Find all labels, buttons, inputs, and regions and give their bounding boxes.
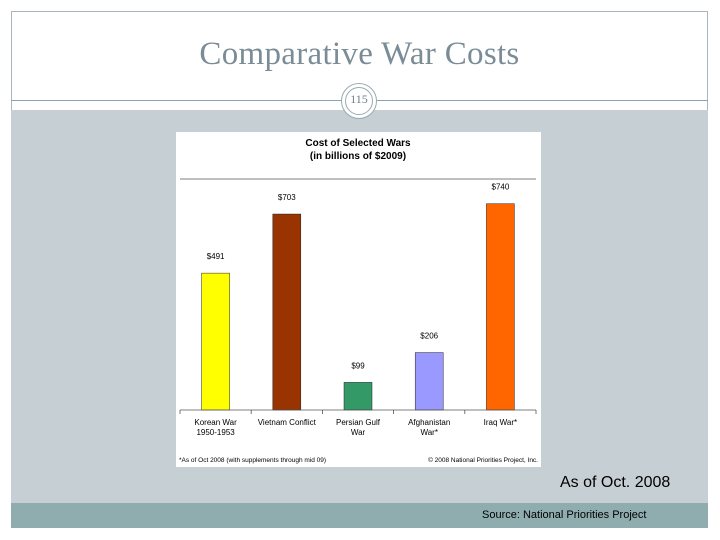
bar-5 [486,203,515,411]
bar-3 [343,382,373,411]
category-label: Korean War [194,418,237,427]
chart-title: Cost of Selected Wars [305,138,411,149]
category-label: 1950-1953 [196,428,235,437]
chart-canvas: Cost of Selected Wars (in billions of $2… [179,138,538,464]
slide-title: Comparative War Costs [199,36,520,72]
chart-subtitle: (in billions of $2009) [310,151,406,162]
footer-band [11,503,708,528]
category-label: Vietnam Conflict [258,418,317,427]
page-number-ring [345,87,373,115]
bar-value-label: $740 [492,183,510,192]
as-of-note: As of Oct. 2008 [560,474,671,491]
bar-value-label: $206 [420,332,438,341]
x-axis-ticks [179,410,537,414]
bar-value-label: $703 [278,193,296,202]
bar-value-label: $491 [207,252,225,261]
bars-layer: $491 $703 $99 $206 $740 [201,183,515,411]
source-note: Source: National Priorities Project [482,509,647,521]
page-number-badge: 115 [341,83,377,119]
category-label: War* [420,428,437,437]
category-label: Iraq War* [484,418,518,427]
bar-value-label: $99 [351,361,365,370]
category-label: Persian Gulf [336,418,381,427]
category-label: Afghanistan [408,418,450,427]
page-number: 115 [350,92,368,106]
chart-footnote-right: © 2008 National Priorities Project, Inc. [428,456,538,464]
bar-2 [272,213,302,411]
chart-footnote-left: *As of Oct 2008 (with supplements throug… [179,457,326,464]
bar-4 [414,352,444,411]
war-cost-chart: Cost of Selected Wars (in billions of $2… [176,132,541,467]
category-label: War [351,428,366,437]
bar-1 [201,272,230,411]
